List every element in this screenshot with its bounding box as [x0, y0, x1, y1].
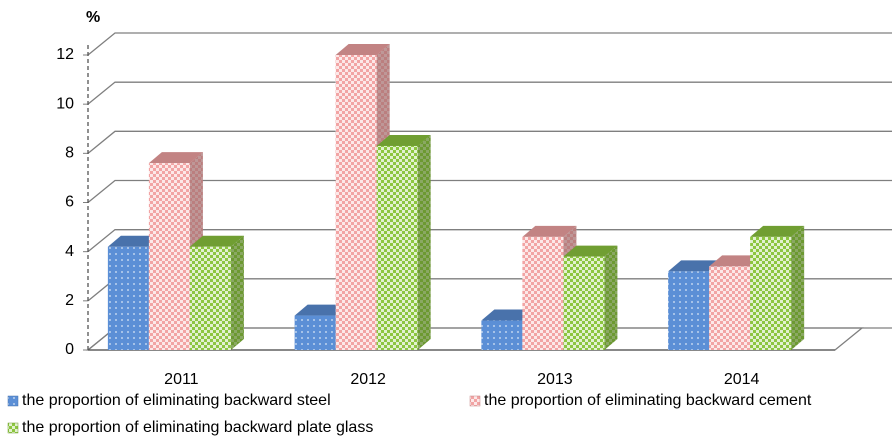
y-tick-label: 10 [56, 95, 74, 112]
bar-side-pattern [230, 235, 244, 350]
bar [668, 271, 710, 350]
legend-label: the proportion of eliminating backward s… [22, 392, 331, 409]
bar-side-pattern [604, 245, 618, 350]
legend-label: the proportion of eliminating backward p… [22, 419, 373, 436]
y-tick-label: 0 [65, 341, 74, 358]
bar [294, 315, 336, 350]
bar-top [563, 245, 618, 257]
bar [481, 320, 523, 350]
bar [335, 55, 377, 350]
bar-top [148, 152, 203, 164]
bar [107, 246, 149, 350]
x-tick-label: 2011 [164, 371, 199, 388]
y-axis-label: % [86, 9, 100, 26]
bar-top [750, 225, 805, 237]
bar-side-pattern [417, 134, 431, 350]
bar [189, 246, 231, 350]
legend-label: the proportion of eliminating backward c… [484, 392, 812, 409]
grid-line [87, 32, 892, 56]
bar [750, 236, 792, 350]
bar-top [522, 225, 577, 237]
x-tick-label: 2013 [537, 371, 573, 388]
grid-line [87, 229, 892, 253]
bar [522, 236, 564, 350]
y-tick-label: 4 [65, 243, 74, 260]
bar [148, 163, 190, 350]
x-tick-label: 2012 [350, 371, 386, 388]
bar-top [376, 134, 431, 146]
bar [376, 145, 418, 350]
y-tick-label: 6 [65, 194, 74, 211]
grid-line [87, 81, 892, 105]
y-tick-label: 2 [65, 292, 74, 309]
y-tick-label: 12 [56, 46, 74, 63]
legend-swatch [7, 422, 19, 434]
bar-top [107, 235, 162, 247]
bar-top [481, 309, 536, 321]
bar-top [668, 260, 723, 272]
bar-top [335, 44, 390, 55]
bar-top [189, 235, 244, 247]
bar [563, 256, 605, 350]
grid-line [87, 179, 892, 204]
y-tick-label: 8 [65, 145, 74, 162]
bar [709, 266, 751, 350]
bar-top [294, 304, 349, 316]
bar-side-pattern [791, 225, 805, 350]
legend-swatch [7, 395, 19, 407]
x-tick-label: 2014 [724, 371, 760, 388]
legend-swatch [469, 395, 481, 407]
bar-top [709, 255, 764, 267]
grid-line [87, 130, 892, 154]
